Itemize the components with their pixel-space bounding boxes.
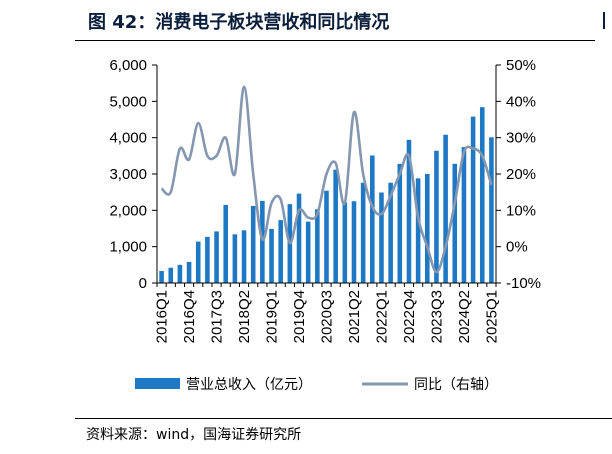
revenue-bar xyxy=(443,134,448,283)
y-right-tick-label: 20% xyxy=(506,166,536,183)
revenue-bar xyxy=(342,202,348,283)
revenue-bar xyxy=(489,137,494,283)
x-tick-label: 2020Q3 xyxy=(319,290,336,343)
revenue-bar xyxy=(379,192,384,283)
revenue-bar xyxy=(360,182,366,283)
legend-bar-label: 营业总收入（亿元） xyxy=(186,377,312,393)
footer-divider xyxy=(75,418,612,419)
revenue-bar xyxy=(406,139,412,283)
revenue-bar xyxy=(305,221,311,283)
revenue-bar xyxy=(461,147,467,283)
revenue-bar xyxy=(397,163,403,283)
revenue-bar xyxy=(278,220,283,283)
legend-bar-swatch xyxy=(135,378,180,389)
y-axis-right-ticks: -10% 0% 10% 20% 30% 40% 50% xyxy=(496,57,541,292)
figure-title: 图 42：消费电子板块营收和同比情况 xyxy=(88,12,390,33)
revenue-bar xyxy=(470,116,476,284)
x-tick-label: 2022Q1 xyxy=(373,290,390,343)
revenue-bar xyxy=(296,193,302,283)
x-tick-label: 2022Q4 xyxy=(401,290,418,343)
revenue-bar xyxy=(479,107,485,283)
x-axis-ticks: 2016Q1 2016Q4 2017Q3 2018Q2 2019Q1 2019Q4 2020… xyxy=(154,283,500,343)
revenue-bar xyxy=(250,205,256,283)
y-right-tick-label: 50% xyxy=(506,57,536,74)
revenue-bar xyxy=(232,234,238,283)
revenue-bar xyxy=(186,261,192,283)
revenue-bar xyxy=(415,178,421,283)
revenue-bar xyxy=(223,204,229,283)
revenue-bars xyxy=(159,107,494,284)
source-note: 资料来源：wind，国海证券研究所 xyxy=(86,427,302,443)
x-tick-label: 2025Q1 xyxy=(483,290,500,343)
revenue-bar xyxy=(324,190,329,283)
revenue-bar xyxy=(195,241,201,283)
chart-legend: 营业总收入（亿元） 同比（右轴） xyxy=(135,377,498,393)
y-right-tick-label: -10% xyxy=(506,275,541,292)
revenue-bar xyxy=(388,182,393,283)
x-tick-label: 2016Q1 xyxy=(154,290,171,343)
edge-marker xyxy=(603,12,605,29)
y-left-tick-label: 4,000 xyxy=(109,130,147,147)
y-right-tick-label: 40% xyxy=(506,93,536,110)
y-left-tick-label: 3,000 xyxy=(109,166,147,183)
revenue-bar xyxy=(370,155,375,283)
y-right-tick-label: 0% xyxy=(506,239,528,256)
revenue-bar xyxy=(177,264,183,283)
legend-line-label: 同比（右轴） xyxy=(414,377,498,393)
revenue-bar xyxy=(269,228,274,283)
title-divider xyxy=(75,40,595,41)
x-tick-label: 2018Q2 xyxy=(236,290,253,343)
y-left-tick-label: 6,000 xyxy=(109,57,147,74)
revenue-bar xyxy=(333,169,338,283)
revenue-bar xyxy=(351,201,357,283)
revenue-bar xyxy=(168,267,174,283)
x-tick-label: 2019Q1 xyxy=(264,290,281,343)
revenue-bar xyxy=(452,163,458,283)
y-right-tick-label: 30% xyxy=(506,130,536,147)
revenue-bar xyxy=(260,200,265,283)
y-axis-left-ticks: 0 1,000 2,000 3,000 4,000 5,000 6,000 xyxy=(109,57,157,292)
y-left-tick-label: 5,000 xyxy=(109,93,147,110)
y-left-tick-label: 1,000 xyxy=(109,239,147,256)
revenue-bar xyxy=(315,209,320,283)
y-left-tick-label: 2,000 xyxy=(109,202,147,219)
x-tick-label: 2024Q2 xyxy=(456,290,473,343)
revenue-bar xyxy=(214,231,219,283)
revenue-bar xyxy=(434,150,439,283)
x-tick-label: 2019Q4 xyxy=(291,290,308,343)
yoy-line xyxy=(160,85,493,274)
revenue-bar xyxy=(159,271,164,283)
yoy-line-layer xyxy=(160,85,493,274)
revenue-bar xyxy=(205,236,210,283)
x-tick-label: 2016Q4 xyxy=(181,290,198,343)
y-right-tick-label: 10% xyxy=(506,202,536,219)
revenue-bar xyxy=(424,174,430,283)
revenue-bar xyxy=(241,230,247,283)
x-tick-label: 2021Q2 xyxy=(346,290,363,343)
x-tick-label: 2023Q3 xyxy=(428,290,445,343)
y-left-tick-label: 0 xyxy=(139,275,147,292)
x-tick-label: 2017Q3 xyxy=(209,290,226,343)
